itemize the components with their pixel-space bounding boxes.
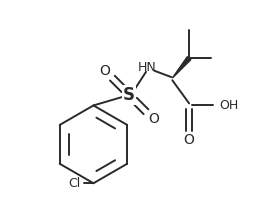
Text: OH: OH xyxy=(220,99,239,112)
Text: O: O xyxy=(184,133,195,147)
Text: O: O xyxy=(148,112,159,126)
Text: Cl: Cl xyxy=(69,177,81,190)
Text: S: S xyxy=(123,86,135,104)
Text: HN: HN xyxy=(138,61,156,74)
Text: O: O xyxy=(99,64,111,78)
Polygon shape xyxy=(172,57,191,78)
